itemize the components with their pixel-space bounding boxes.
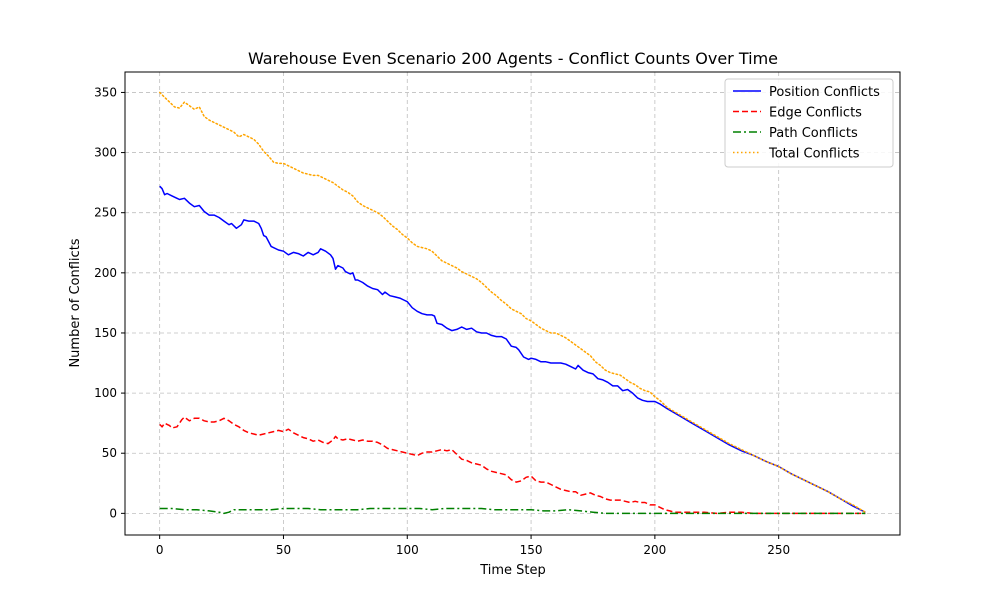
chart-title: Warehouse Even Scenario 200 Agents - Con… xyxy=(248,49,778,68)
y-tick-label: 250 xyxy=(94,206,117,220)
x-tick-label: 150 xyxy=(520,543,543,557)
x-tick-label: 0 xyxy=(156,543,164,557)
y-tick-label: 100 xyxy=(94,386,117,400)
series-line-total-conflicts xyxy=(158,91,867,513)
legend-label-total-conflicts: Total Conflicts xyxy=(768,147,860,162)
series-line-path-conflicts xyxy=(159,507,866,515)
y-tick-label: 50 xyxy=(102,446,117,460)
x-tick-label: 100 xyxy=(396,543,419,557)
series-line-position-conflicts xyxy=(159,185,866,513)
x-tick-label: 50 xyxy=(276,543,291,557)
y-tick-label: 300 xyxy=(94,146,117,160)
legend: Position Conflicts Edge Conflicts Path Con… xyxy=(724,78,894,168)
x-tick-label: 200 xyxy=(643,543,666,557)
y-axis-ticks: 0 50 100 150 200 250 300 350 xyxy=(94,85,125,520)
legend-box xyxy=(724,78,894,168)
y-axis-label: Number of Conflicts xyxy=(68,238,83,367)
y-tick-label: 150 xyxy=(94,326,117,340)
grid xyxy=(125,72,900,535)
series-line-edge-conflicts xyxy=(159,416,866,515)
y-tick-label: 0 xyxy=(109,506,117,520)
legend-label-position-conflicts: Position Conflicts xyxy=(769,85,880,100)
x-axis-ticks: 0 50 100 150 200 250 xyxy=(156,535,790,557)
x-axis-label: Time Step xyxy=(479,563,546,578)
series-layer xyxy=(158,91,867,515)
y-tick-label: 200 xyxy=(94,266,117,280)
legend-label-edge-conflicts: Edge Conflicts xyxy=(769,106,862,121)
plot-frame xyxy=(124,71,901,536)
legend-label-path-conflicts: Path Conflicts xyxy=(769,126,858,141)
x-tick-label: 250 xyxy=(767,543,790,557)
y-tick-label: 350 xyxy=(94,85,117,99)
